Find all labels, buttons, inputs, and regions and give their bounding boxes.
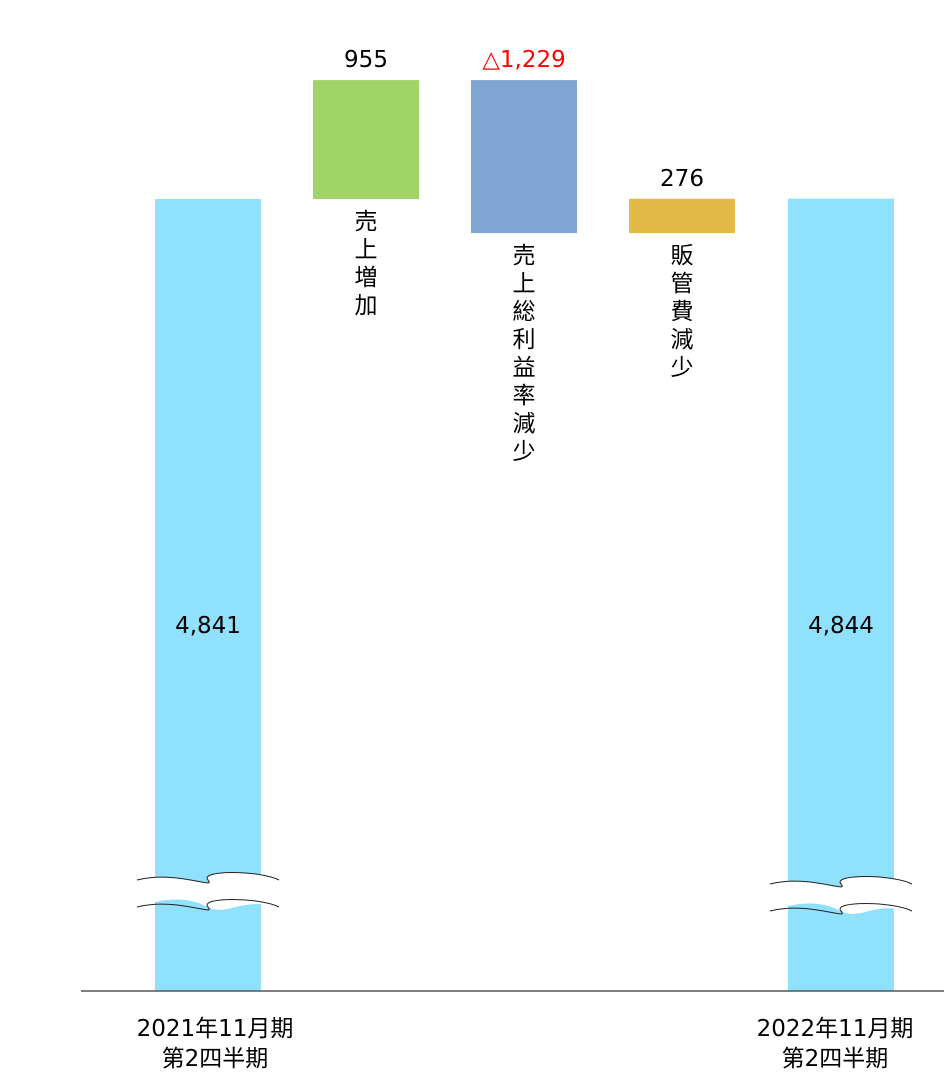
axis-break-line [769, 903, 913, 915]
axis-break-line [769, 876, 913, 888]
category-label-char: 管 [671, 271, 694, 297]
category-label-char: 益 [513, 355, 536, 381]
bar-start [155, 199, 261, 991]
category-label-line: 2021年11月期 [137, 1016, 294, 1042]
category-label-char: 上 [513, 271, 536, 297]
category-label-char: 総 [513, 299, 536, 325]
category-label-char: 販 [671, 243, 694, 269]
category-label-char: 率 [513, 383, 536, 409]
category-label-char: 上 [355, 237, 378, 263]
bar-margin [471, 80, 577, 234]
category-label-char: 加 [355, 293, 378, 319]
axis-break-gap [137, 872, 279, 910]
category-label-char: 売 [355, 209, 378, 235]
category-label-char: 増 [355, 265, 378, 291]
value-label-sales: 955 [344, 47, 388, 73]
category-label-char: 減 [671, 327, 694, 353]
axis-break-line [136, 872, 280, 884]
category-label-char: 少 [671, 355, 694, 381]
category-label-char: 少 [513, 439, 536, 465]
category-label-line: 第2四半期 [782, 1046, 889, 1072]
value-label-sga: 276 [660, 166, 704, 192]
category-label-char: 費 [671, 299, 694, 325]
category-label-char: 利 [513, 327, 536, 353]
bar-sga [629, 198, 735, 234]
category-label-char: 減 [513, 411, 536, 437]
axis-break-line [136, 899, 280, 911]
value-label-end: 4,844 [808, 613, 874, 639]
bar-sales [313, 80, 419, 199]
value-label-start: 4,841 [175, 613, 241, 639]
value-label-margin: △1,229 [482, 47, 566, 73]
category-label-line: 2022年11月期 [757, 1016, 914, 1042]
category-label-char: 売 [513, 243, 536, 269]
axis-break-gap [770, 876, 912, 914]
category-label-line: 第2四半期 [162, 1046, 269, 1072]
bar-end [788, 198, 894, 992]
